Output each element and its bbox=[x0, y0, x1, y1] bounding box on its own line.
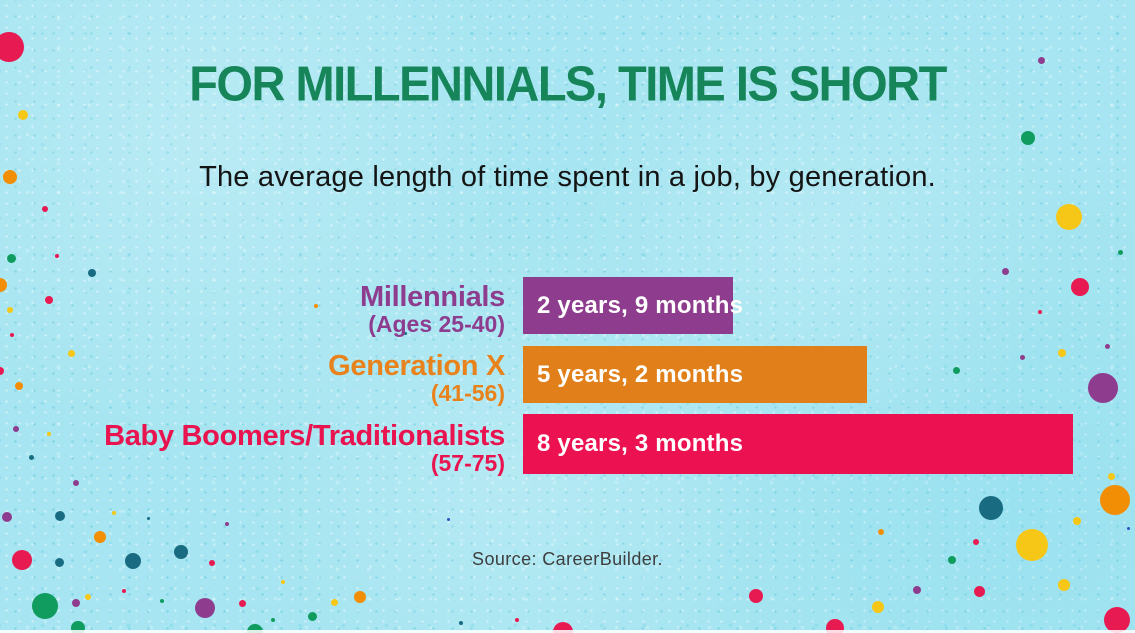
decor-dot bbox=[32, 593, 58, 619]
decor-dot bbox=[47, 432, 51, 436]
decor-dot bbox=[174, 545, 188, 559]
source-note: Source: CareerBuilder. bbox=[472, 549, 663, 569]
decor-dot bbox=[1117, 249, 1123, 255]
decor-dot bbox=[1126, 526, 1130, 530]
decor-dot bbox=[238, 599, 246, 607]
decor-dot bbox=[913, 586, 921, 594]
decor-dot bbox=[952, 366, 960, 374]
decor-dot bbox=[10, 333, 14, 337]
decor-dot bbox=[1088, 373, 1118, 403]
decor-dot bbox=[28, 454, 34, 460]
decor-dot bbox=[1104, 607, 1130, 633]
decor-dot bbox=[55, 511, 65, 521]
decor-dot bbox=[1038, 310, 1042, 314]
decor-dot bbox=[42, 206, 48, 212]
decor-dot bbox=[749, 589, 763, 603]
decor-dot bbox=[45, 296, 53, 304]
decor-dot bbox=[979, 496, 1003, 520]
decor-dot bbox=[3, 170, 17, 184]
bar-value-label: 2 years, 9 months bbox=[537, 291, 744, 319]
decor-dot bbox=[160, 599, 164, 603]
decor-dot bbox=[271, 618, 275, 622]
decor-dot bbox=[446, 517, 450, 521]
decor-dot bbox=[1107, 472, 1115, 480]
decor-dot bbox=[54, 557, 64, 567]
decor-dot bbox=[1058, 349, 1066, 357]
category-label-block: Millennials (Ages 25-40) bbox=[0, 282, 505, 337]
decor-dot bbox=[112, 511, 116, 515]
decor-dot bbox=[826, 619, 844, 633]
category-label: Millennials bbox=[360, 281, 505, 313]
decor-dot bbox=[18, 110, 28, 120]
category-age-range: (Ages 25-40) bbox=[368, 311, 505, 337]
decor-dot bbox=[94, 531, 106, 543]
decor-dot bbox=[195, 598, 215, 618]
decor-dot bbox=[247, 624, 263, 633]
decor-dot bbox=[125, 553, 141, 569]
decor-dot bbox=[7, 307, 13, 313]
chart-title: FOR MILLENNIALS, TIME IS SHORT bbox=[189, 55, 947, 112]
decor-dot bbox=[88, 269, 96, 277]
decor-dot bbox=[1058, 579, 1070, 591]
bar-value-label: 5 years, 2 months bbox=[537, 360, 744, 388]
decor-dot bbox=[307, 611, 317, 621]
decor-dot bbox=[973, 539, 979, 545]
decor-dot bbox=[0, 278, 7, 292]
bar: 5 years, 2 months bbox=[523, 346, 867, 403]
bar-row: Baby Boomers/Traditionalists (57-75) 8 yea… bbox=[0, 414, 1073, 476]
decor-dot bbox=[1021, 131, 1035, 145]
decor-dot bbox=[1056, 204, 1082, 230]
decor-dot bbox=[146, 516, 150, 520]
decor-dot bbox=[948, 556, 956, 564]
decor-dot bbox=[1016, 529, 1048, 561]
decor-dot bbox=[1104, 343, 1110, 349]
decor-dot bbox=[1071, 278, 1089, 296]
decor-dot bbox=[1019, 354, 1025, 360]
bar-value-label: 8 years, 3 months bbox=[537, 430, 744, 457]
decor-dot bbox=[314, 304, 318, 308]
decor-dot bbox=[515, 618, 519, 622]
category-label-block: Baby Boomers/Traditionalists (57-75) bbox=[0, 421, 505, 476]
decor-dot bbox=[2, 512, 12, 522]
decor-dot bbox=[72, 599, 80, 607]
decor-dot bbox=[13, 426, 19, 432]
category-label: Generation X bbox=[328, 350, 505, 382]
decor-dot bbox=[1037, 56, 1045, 64]
decor-dot bbox=[67, 349, 75, 357]
decor-dot bbox=[872, 601, 884, 613]
decor-dot bbox=[209, 560, 215, 566]
decor-dot bbox=[12, 550, 32, 570]
decor-dot bbox=[973, 585, 985, 597]
decor-dot bbox=[1073, 517, 1081, 525]
decor-dot bbox=[6, 253, 16, 263]
category-age-range: (57-75) bbox=[430, 449, 505, 476]
decor-dot bbox=[225, 522, 229, 526]
decor-dot bbox=[1100, 485, 1130, 515]
decor-dot bbox=[0, 32, 24, 62]
bar-row: Millennials (Ages 25-40) 2 years, 9 months bbox=[0, 277, 743, 337]
decor-dot bbox=[85, 594, 91, 600]
chart-subtitle: The average length of time spent in a jo… bbox=[199, 161, 936, 193]
decor-dot bbox=[1001, 267, 1009, 275]
decor-dot bbox=[0, 367, 4, 375]
decor-dot bbox=[330, 598, 338, 606]
bar-row: Generation X (41-56) 5 years, 2 months bbox=[0, 346, 867, 406]
decor-dot bbox=[354, 591, 366, 603]
decor-dot bbox=[122, 589, 126, 593]
bar: 8 years, 3 months bbox=[523, 414, 1073, 474]
decor-dot bbox=[15, 382, 23, 390]
decor-dot bbox=[403, 331, 407, 335]
decor-dot bbox=[553, 622, 573, 633]
decor-dot bbox=[55, 254, 59, 258]
decor-dot bbox=[459, 621, 463, 625]
category-age-range: (41-56) bbox=[430, 380, 505, 406]
bar: 2 years, 9 months bbox=[523, 277, 743, 334]
category-label-block: Generation X (41-56) bbox=[0, 351, 505, 406]
category-label: Baby Boomers/Traditionalists bbox=[104, 419, 505, 452]
bottom-edge-highlight bbox=[0, 630, 1135, 633]
decor-dot bbox=[281, 580, 285, 584]
decor-dot bbox=[73, 480, 79, 486]
decor-dot bbox=[878, 529, 884, 535]
